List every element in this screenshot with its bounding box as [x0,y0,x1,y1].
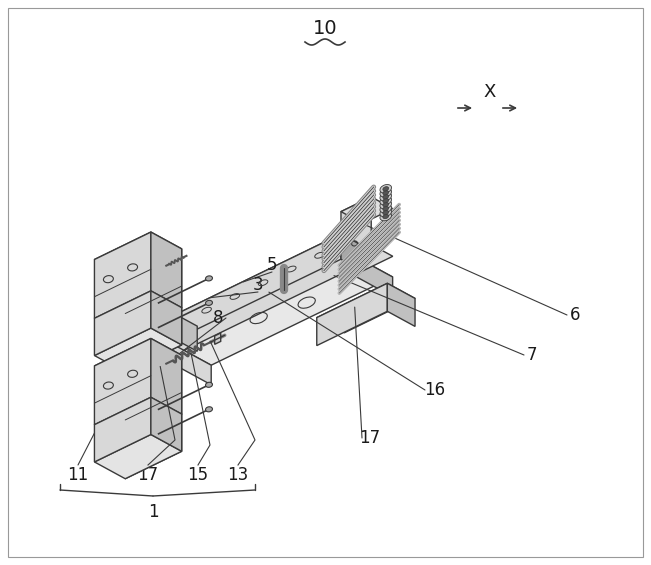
Text: 17: 17 [359,429,381,447]
Ellipse shape [383,202,389,207]
Polygon shape [341,197,371,259]
Ellipse shape [206,276,212,281]
Ellipse shape [383,186,389,191]
Ellipse shape [383,198,389,203]
Polygon shape [346,252,393,297]
Text: 5: 5 [267,256,277,274]
Text: 10: 10 [312,19,337,37]
Ellipse shape [383,190,389,195]
Polygon shape [94,328,182,372]
Ellipse shape [380,197,391,205]
Text: 7: 7 [527,346,537,364]
Polygon shape [94,397,151,462]
Polygon shape [317,283,415,333]
Ellipse shape [380,193,391,201]
Text: 1: 1 [148,503,158,521]
Polygon shape [94,232,182,276]
Polygon shape [151,232,182,308]
Polygon shape [341,245,393,271]
Polygon shape [165,252,346,359]
Polygon shape [125,414,182,479]
Text: 13: 13 [227,466,249,484]
Text: 8: 8 [213,309,223,327]
Text: 16: 16 [424,381,445,399]
Polygon shape [94,338,151,425]
Polygon shape [94,338,182,383]
Text: 15: 15 [187,466,208,484]
Polygon shape [317,283,387,346]
Polygon shape [341,234,363,271]
Polygon shape [125,308,182,372]
Ellipse shape [383,214,389,219]
Polygon shape [176,234,341,340]
Ellipse shape [383,210,389,215]
Polygon shape [165,340,211,385]
Ellipse shape [206,301,212,306]
Ellipse shape [383,206,389,211]
Text: 17: 17 [137,466,159,484]
Text: X: X [484,83,496,101]
Polygon shape [94,291,151,355]
Polygon shape [125,249,182,335]
Ellipse shape [206,383,212,388]
Polygon shape [341,197,393,223]
Ellipse shape [380,201,391,209]
Text: 3: 3 [253,276,263,294]
Polygon shape [165,252,393,365]
Polygon shape [151,338,182,414]
Ellipse shape [380,205,391,213]
Ellipse shape [380,189,391,197]
Polygon shape [125,355,182,441]
Polygon shape [215,333,221,344]
Text: 6: 6 [570,306,580,324]
Polygon shape [151,397,182,451]
Polygon shape [94,232,151,318]
Polygon shape [151,291,182,345]
Polygon shape [387,283,415,327]
Ellipse shape [380,208,391,217]
Ellipse shape [380,212,391,221]
Ellipse shape [206,407,212,412]
Ellipse shape [383,194,389,199]
Text: 11: 11 [67,466,89,484]
Polygon shape [94,434,182,479]
Ellipse shape [380,185,391,193]
Polygon shape [176,234,363,326]
Polygon shape [176,314,197,351]
